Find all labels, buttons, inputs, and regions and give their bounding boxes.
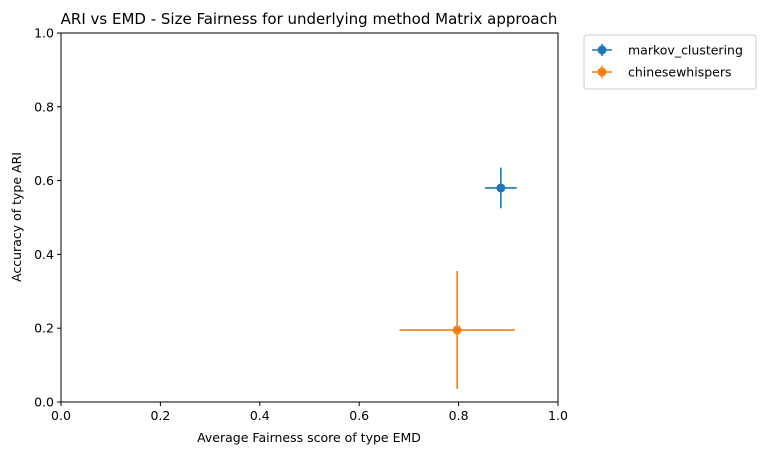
y-tick-label: 1.0	[34, 26, 54, 41]
chart-title: ARI vs EMD - Size Fairness for underlyin…	[61, 10, 558, 28]
x-axis-label: Average Fairness score of type EMD	[197, 430, 421, 445]
plot-frame	[60, 32, 559, 403]
data-point	[452, 325, 462, 335]
y-tick-label: 0.4	[34, 247, 54, 262]
y-tick-label: 0.8	[34, 99, 54, 114]
legend: markov_clustering chinesewhispers	[583, 34, 757, 90]
y-tick-label: 0.2	[34, 321, 54, 336]
x-tick-label: 0.8	[449, 408, 469, 423]
x-tick-label: 0.6	[349, 408, 369, 423]
x-tick-label: 0.4	[250, 408, 270, 423]
series-markov_clustering	[484, 167, 517, 209]
legend-marker	[597, 67, 607, 77]
x-tick-label: 0.0	[51, 408, 71, 423]
legend-entry: chinesewhispers	[592, 65, 732, 80]
series-chinesewhispers	[399, 271, 515, 390]
y-tick-label: 0.0	[34, 395, 54, 410]
plot-area	[60, 32, 559, 403]
y-axis: 0.0 0.2 0.4 0.6 0.8 1.0	[34, 26, 61, 410]
legend-frame	[583, 34, 757, 90]
y-axis-label: Accuracy of type ARI	[9, 152, 24, 282]
legend-label: chinesewhispers	[628, 65, 732, 80]
legend-label: markov_clustering	[628, 43, 743, 58]
legend-entry: markov_clustering	[592, 43, 743, 58]
data-point	[496, 183, 506, 193]
series-layer	[399, 167, 517, 390]
legend-marker	[597, 45, 607, 55]
x-tick-label: 0.2	[150, 408, 170, 423]
y-tick-label: 0.6	[34, 173, 54, 188]
x-tick-label: 1.0	[548, 408, 568, 423]
x-axis: 0.0 0.2 0.4 0.6 0.8 1.0	[51, 402, 568, 423]
